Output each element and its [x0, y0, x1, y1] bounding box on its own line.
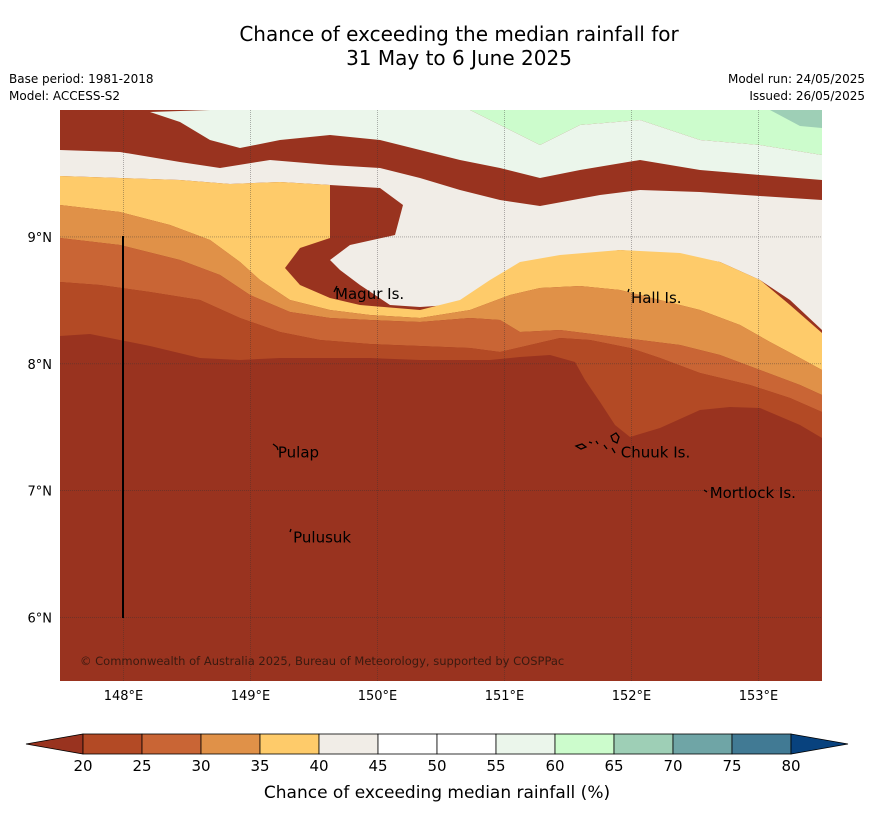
title-line-1: Chance of exceeding the median rainfall … — [239, 22, 679, 46]
map-title: Chance of exceeding the median rainfall … — [0, 22, 873, 70]
lon-tick-label: 153°E — [739, 689, 779, 704]
colorbar-tick: 30 — [191, 757, 210, 775]
band-70-75 — [770, 110, 822, 128]
band-25-30 — [60, 238, 822, 412]
colorbar-tick: 60 — [545, 757, 564, 775]
colorbar-cell — [82, 733, 143, 755]
place-label: Chuuk Is. — [621, 444, 690, 462]
lon-tick-label: 149°E — [231, 689, 271, 704]
issued-date: Issued: 26/05/2025 — [749, 89, 865, 103]
lat-tick-label: 9°N — [28, 231, 53, 246]
colorbar: 20 25 30 35 40 45 50 55 60 65 70 75 80 Chance of exc… — [25, 733, 849, 803]
colorbar-cell — [200, 733, 261, 755]
copyright-notice: © Commonwealth of Australia 2025, Bureau… — [80, 654, 564, 668]
colorbar-tick: 40 — [309, 757, 328, 775]
colorbar-cell — [672, 733, 733, 755]
hall-island-shape — [627, 288, 630, 293]
latitude-labels: 9°N 8°N 7°N 6°N — [28, 231, 53, 627]
colorbar-label: Chance of exceeding median rainfall (%) — [264, 783, 610, 803]
colorbar-tick: 75 — [722, 757, 741, 775]
colorbar-cell — [141, 733, 202, 755]
colorbar-cell — [554, 733, 615, 755]
magur-island-shape — [333, 285, 338, 293]
lat-tick-label: 8°N — [28, 358, 53, 373]
lon-tick-label: 152°E — [612, 689, 652, 704]
colorbar-tick: 35 — [250, 757, 269, 775]
place-label: Pulusuk — [293, 529, 351, 547]
colorbar-cell — [318, 733, 379, 755]
lon-tick-label: 150°E — [358, 689, 398, 704]
mortlock-island-shape — [703, 489, 708, 493]
colorbar-cell — [259, 733, 320, 755]
colorbar-cell — [377, 733, 438, 755]
colorbar-extend-above — [790, 733, 849, 755]
map-grid — [60, 110, 822, 681]
lon-tick-label: 151°E — [485, 689, 525, 704]
pulap-island-shape — [272, 443, 279, 451]
colorbar-tick: 55 — [486, 757, 505, 775]
colorbar-tick: 70 — [663, 757, 682, 775]
island-outlines — [272, 285, 708, 533]
colorbar-cell — [495, 733, 556, 755]
band-30-35 — [60, 205, 822, 395]
base-period: Base period: 1981-2018 — [9, 72, 154, 86]
colorbar-cell — [436, 733, 497, 755]
chuuk-island-shape — [574, 432, 620, 454]
model-run: Model run: 24/05/2025 — [727, 72, 865, 86]
colorbar-tick-labels: 20 25 30 35 40 45 50 55 60 65 70 75 80 — [73, 757, 800, 775]
place-label: Hall Is. — [631, 289, 682, 307]
place-labels: Magur Is. Hall Is. Pulap Chuuk Is. Mortlock … — [278, 285, 796, 547]
place-label: Mortlock Is. — [710, 484, 796, 502]
colorbar-tick: 80 — [781, 757, 800, 775]
band-60-65 — [470, 110, 822, 155]
colorbar-cells — [82, 733, 792, 755]
place-label: Pulap — [278, 444, 319, 462]
longitude-labels: 148°E 149°E 150°E 151°E 152°E 153°E — [104, 689, 779, 704]
colorbar-extend-below — [25, 733, 84, 755]
map-panel: Magur Is. Hall Is. Pulap Chuuk Is. Mortlock … — [60, 110, 822, 681]
pulusuk-island-shape — [289, 528, 292, 533]
lat-tick-label: 7°N — [28, 485, 53, 500]
colorbar-cell — [613, 733, 674, 755]
meta-left: Base period: 1981-2018 Model: ACCESS-S2 — [9, 71, 154, 105]
colorbar-tick: 65 — [604, 757, 623, 775]
lat-tick-label: 6°N — [28, 612, 53, 627]
colorbar-tick: 20 — [73, 757, 92, 775]
band-55-60 — [150, 110, 822, 180]
colorbar-tick: 25 — [132, 757, 151, 775]
colorbar-tick: 45 — [368, 757, 387, 775]
model-name: Model: ACCESS-S2 — [9, 89, 121, 103]
colorbar-tick: 50 — [427, 757, 446, 775]
place-label: Magur Is. — [335, 285, 404, 303]
title-line-2: 31 May to 6 June 2025 — [346, 46, 572, 70]
lon-tick-label: 148°E — [104, 689, 144, 704]
meta-right: Model run: 24/05/2025 Issued: 26/05/2025 — [728, 71, 865, 105]
colorbar-cell — [731, 733, 792, 755]
